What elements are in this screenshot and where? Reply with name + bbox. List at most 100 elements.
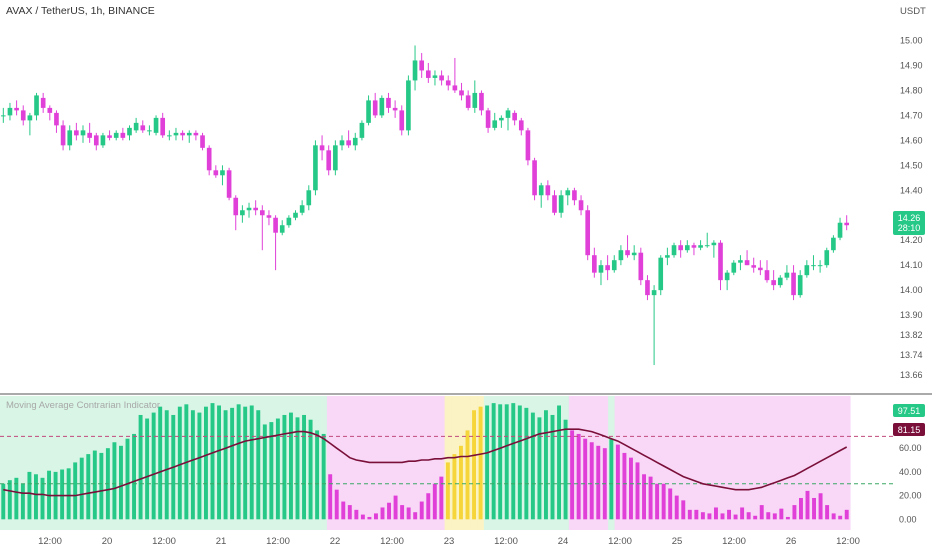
price-tick-label: 13.66 xyxy=(900,370,923,380)
indicator-zone xyxy=(425,396,433,530)
indicator-zone xyxy=(666,396,675,530)
candle-body xyxy=(213,170,219,176)
candle-body xyxy=(319,145,325,151)
candle-body xyxy=(499,117,504,121)
candle-body xyxy=(605,265,610,271)
time-tick-label: 12:00 xyxy=(494,536,518,547)
price-tick-label: 13.74 xyxy=(900,350,923,360)
candle-body xyxy=(107,135,112,138)
price-tick-label: 14.80 xyxy=(900,85,923,95)
indicator-zone xyxy=(431,396,439,530)
candle-body xyxy=(20,110,26,121)
candle-body xyxy=(253,207,258,211)
indicator-zone xyxy=(438,396,446,530)
indicator-zone xyxy=(19,396,27,530)
indicator-bar xyxy=(119,445,123,520)
indicator-bar xyxy=(132,433,136,520)
time-tick-label: 23 xyxy=(444,536,455,547)
indicator-bar xyxy=(681,500,686,520)
indicator-bar xyxy=(262,424,267,520)
indicator-zone xyxy=(346,396,354,530)
indicator-bar xyxy=(530,412,535,520)
time-tick-label: 12:00 xyxy=(38,536,62,547)
time-tick-label: 12:00 xyxy=(266,536,290,547)
indicator-bar xyxy=(818,493,823,520)
candle-body xyxy=(552,195,557,213)
candle-body xyxy=(87,132,92,138)
indicator-bar xyxy=(753,515,758,520)
candle-body xyxy=(333,145,338,171)
candle-body xyxy=(465,95,471,108)
candle-body xyxy=(226,170,232,198)
price-tick-label: 14.00 xyxy=(900,285,923,295)
candle-body xyxy=(153,117,159,133)
indicator-bar xyxy=(20,483,25,520)
indicator-zone xyxy=(797,396,805,530)
price-tick-label: 14.20 xyxy=(900,235,923,245)
indicator-bar xyxy=(498,404,503,520)
candle-body xyxy=(339,140,345,146)
indicator-title[interactable]: Moving Average Contrarian Indicator xyxy=(6,400,160,411)
price-axis[interactable]: 15.0014.9014.8014.7014.6014.5014.4014.30… xyxy=(900,35,923,380)
candle-body xyxy=(738,260,743,263)
candle-body xyxy=(386,97,391,108)
currency-label: USDT xyxy=(900,6,926,17)
indicator-bar xyxy=(759,505,764,520)
indicator-pane[interactable] xyxy=(0,396,893,530)
indicator-bar xyxy=(380,507,385,520)
indicator-bar xyxy=(354,509,359,520)
indicator-bar xyxy=(472,410,476,520)
candle-body xyxy=(831,237,836,251)
bar-countdown: 28:10 xyxy=(898,223,921,233)
indicator-zone xyxy=(0,396,8,530)
candle-body xyxy=(811,265,816,267)
indicator-bar xyxy=(459,445,463,520)
candle-body xyxy=(758,267,763,271)
indicator-bar xyxy=(334,489,339,520)
candle-body xyxy=(665,255,670,258)
indicator-zone xyxy=(751,396,760,530)
indicator-bar xyxy=(73,462,78,520)
indicator-bar xyxy=(740,507,745,520)
indicator-zone xyxy=(758,396,766,530)
candle-body xyxy=(0,115,6,117)
indicator-bar xyxy=(485,405,490,520)
indicator-bar xyxy=(92,450,97,520)
indicator-axis[interactable]: 0.00 20.00 40.00 60.00 xyxy=(899,443,922,524)
indicator-bar xyxy=(838,515,843,520)
time-tick-label: 20 xyxy=(102,536,113,547)
indicator-bar xyxy=(151,412,156,520)
time-tick-label: 21 xyxy=(216,536,227,547)
indicator-bar xyxy=(99,452,104,520)
candle-body xyxy=(352,137,358,146)
candle-body xyxy=(412,60,418,81)
indicator-bar xyxy=(419,501,424,520)
time-axis[interactable]: 12:00 20 12:00 21 12:00 22 12:00 23 12:00 24 12:00… xyxy=(38,536,860,547)
indicator-bar xyxy=(295,417,300,520)
indicator-zone xyxy=(353,396,361,530)
candle-body xyxy=(598,265,604,273)
indicator-bar xyxy=(236,404,241,520)
indicator-ma-badge: 81.15 xyxy=(893,423,925,436)
indicator-value-badge: 97.51 xyxy=(893,404,925,417)
indicator-bar xyxy=(387,502,391,520)
indicator-zone xyxy=(693,396,701,530)
candle-body xyxy=(439,75,444,81)
indicator-bar xyxy=(465,430,470,520)
price-tick-label: 14.40 xyxy=(900,185,923,195)
candle-body xyxy=(200,135,205,148)
candle-body xyxy=(399,110,405,131)
indicator-bar xyxy=(629,457,633,520)
indicator-bar xyxy=(400,505,405,520)
symbol-title[interactable]: AVAX / TetherUS, 1h, BINANCE xyxy=(6,5,155,17)
indicator-bar xyxy=(805,490,810,520)
indicator-ma-value: 81.15 xyxy=(898,425,921,435)
candle-body xyxy=(525,130,531,161)
indicator-zone xyxy=(13,396,21,530)
price-pane[interactable] xyxy=(0,45,850,366)
candle-body xyxy=(366,100,371,123)
indicator-bar xyxy=(491,403,496,520)
candle-body xyxy=(67,130,73,146)
candle-body xyxy=(797,275,803,296)
